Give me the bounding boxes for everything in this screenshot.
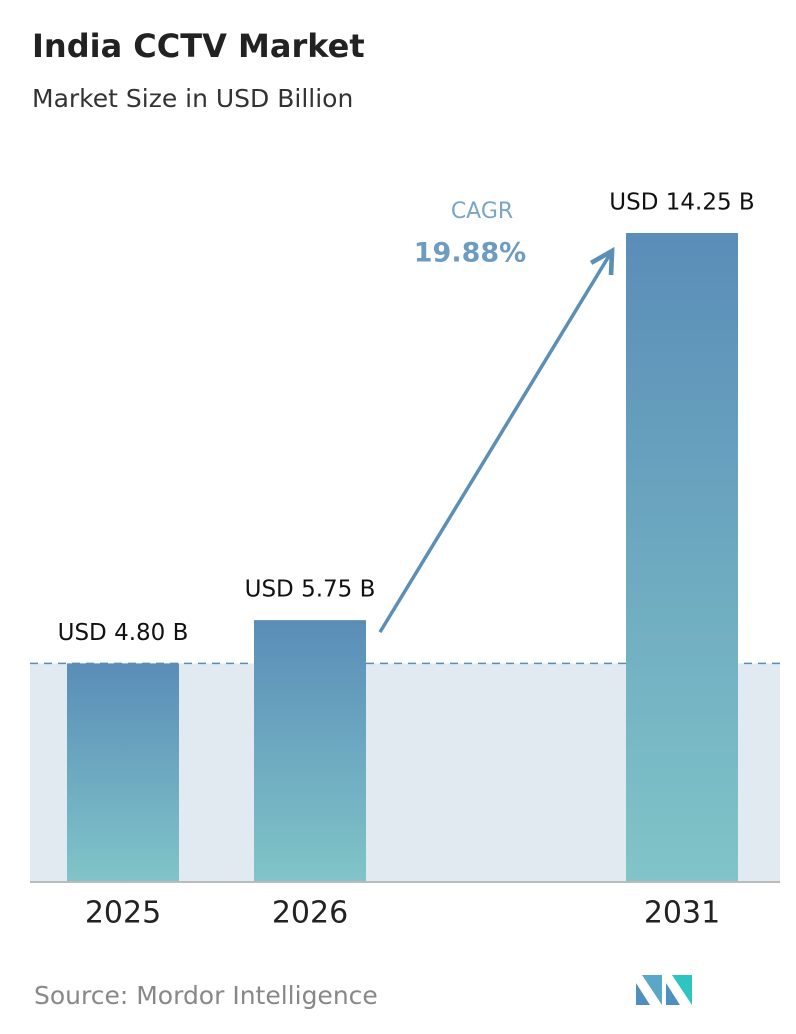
x-tick-label: 2031 [644,896,720,931]
logo [636,975,692,1005]
cagr-arrow [378,251,612,634]
value-label: USD 5.75 B [245,577,376,603]
value-label: USD 4.80 B [58,620,189,646]
x-tick-label: 2025 [85,896,161,931]
source: Source: Mordor Intelligence [34,981,378,1010]
plot-area: USD 4.80 B 2025 USD 5.75 B 2026 USD 14.25 B 2… [30,190,780,931]
bar [67,663,179,882]
chart-subtitle: Market Size in USD Billion [32,84,353,113]
cagr-label: CAGR [451,199,513,224]
bar [626,233,738,882]
bar [254,620,366,882]
value-label: USD 14.25 B [609,190,754,216]
chart-title: India CCTV Market [32,27,365,65]
cagr-value: 19.88% [414,238,526,269]
x-tick-label: 2026 [272,896,348,931]
